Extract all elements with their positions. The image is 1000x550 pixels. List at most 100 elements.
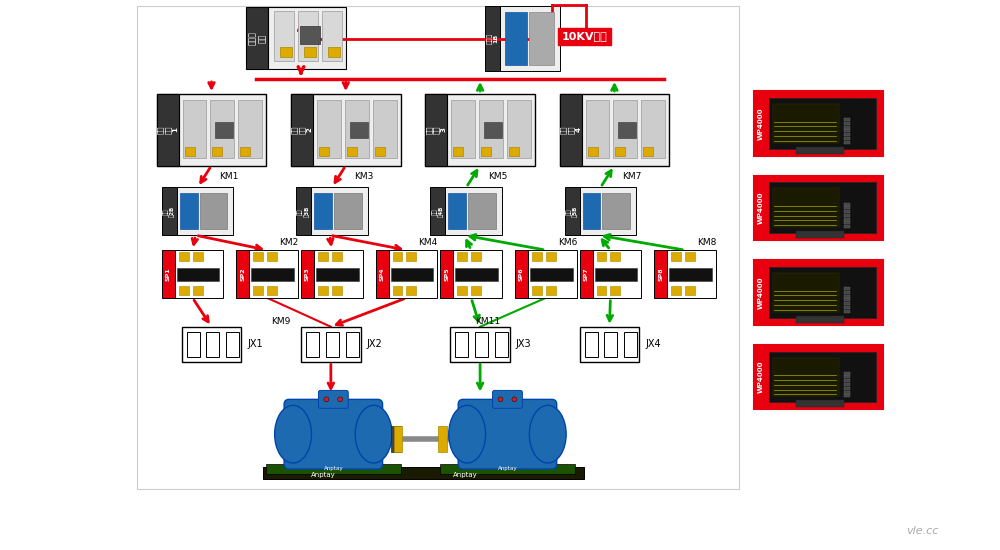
Text: JX1: JX1 (247, 339, 263, 349)
FancyBboxPatch shape (210, 100, 234, 158)
FancyBboxPatch shape (162, 250, 175, 298)
FancyBboxPatch shape (326, 332, 339, 356)
FancyBboxPatch shape (440, 464, 575, 474)
FancyBboxPatch shape (530, 268, 573, 281)
FancyBboxPatch shape (769, 351, 876, 403)
FancyBboxPatch shape (179, 252, 189, 261)
FancyBboxPatch shape (157, 94, 266, 166)
FancyBboxPatch shape (796, 400, 844, 408)
Text: KM2: KM2 (279, 238, 298, 247)
FancyBboxPatch shape (615, 147, 625, 156)
Circle shape (324, 397, 329, 402)
FancyBboxPatch shape (301, 250, 314, 298)
FancyBboxPatch shape (580, 188, 636, 235)
FancyBboxPatch shape (844, 376, 850, 378)
FancyBboxPatch shape (425, 94, 535, 166)
FancyBboxPatch shape (844, 129, 850, 133)
FancyBboxPatch shape (347, 147, 357, 156)
FancyBboxPatch shape (183, 100, 206, 158)
Text: 整流／
回馈: 整流／ 回馈 (248, 31, 267, 45)
FancyBboxPatch shape (458, 399, 557, 469)
Text: KM3: KM3 (354, 172, 373, 181)
FancyBboxPatch shape (769, 183, 876, 233)
FancyBboxPatch shape (509, 147, 519, 156)
FancyBboxPatch shape (485, 7, 500, 71)
Text: 数字
电源
2: 数字 电源 2 (291, 125, 313, 134)
FancyBboxPatch shape (685, 252, 695, 261)
FancyBboxPatch shape (583, 194, 600, 229)
Text: Anptay: Anptay (453, 472, 478, 478)
FancyBboxPatch shape (177, 268, 219, 281)
FancyBboxPatch shape (253, 286, 263, 295)
FancyBboxPatch shape (291, 94, 401, 166)
FancyBboxPatch shape (500, 7, 560, 71)
FancyBboxPatch shape (505, 12, 527, 65)
Text: 变压
器2B: 变压 器2B (163, 206, 175, 217)
FancyBboxPatch shape (532, 286, 542, 295)
Ellipse shape (449, 405, 486, 463)
FancyBboxPatch shape (226, 332, 239, 356)
FancyBboxPatch shape (773, 104, 839, 142)
FancyBboxPatch shape (180, 194, 198, 229)
FancyBboxPatch shape (425, 94, 447, 166)
FancyBboxPatch shape (455, 268, 498, 281)
FancyBboxPatch shape (468, 194, 496, 229)
FancyBboxPatch shape (529, 12, 554, 65)
Text: WP4000: WP4000 (758, 276, 764, 309)
FancyBboxPatch shape (175, 250, 223, 298)
Text: SP7: SP7 (584, 267, 589, 281)
Text: Anptay: Anptay (498, 465, 517, 470)
FancyBboxPatch shape (844, 218, 850, 221)
Text: 数字
电源
3: 数字 电源 3 (426, 125, 447, 134)
FancyBboxPatch shape (560, 94, 582, 166)
FancyBboxPatch shape (844, 383, 850, 386)
FancyBboxPatch shape (212, 147, 222, 156)
Circle shape (498, 397, 503, 402)
FancyBboxPatch shape (314, 194, 332, 229)
FancyBboxPatch shape (296, 188, 311, 235)
FancyBboxPatch shape (246, 7, 268, 69)
FancyBboxPatch shape (346, 332, 359, 356)
FancyBboxPatch shape (844, 299, 850, 301)
FancyBboxPatch shape (334, 194, 362, 229)
FancyBboxPatch shape (844, 379, 850, 382)
FancyBboxPatch shape (193, 252, 203, 261)
FancyBboxPatch shape (844, 118, 850, 121)
FancyBboxPatch shape (162, 188, 177, 235)
FancyBboxPatch shape (200, 194, 227, 229)
Text: KM7: KM7 (622, 172, 642, 181)
Text: KM11: KM11 (475, 317, 500, 326)
FancyBboxPatch shape (796, 316, 844, 323)
FancyBboxPatch shape (495, 332, 508, 356)
FancyBboxPatch shape (319, 147, 329, 156)
FancyBboxPatch shape (451, 100, 475, 158)
FancyBboxPatch shape (236, 250, 249, 298)
FancyBboxPatch shape (844, 226, 850, 228)
FancyBboxPatch shape (844, 222, 850, 224)
FancyBboxPatch shape (291, 94, 313, 166)
FancyBboxPatch shape (240, 147, 250, 156)
FancyBboxPatch shape (769, 98, 876, 148)
FancyBboxPatch shape (280, 47, 292, 57)
FancyBboxPatch shape (844, 206, 850, 210)
FancyBboxPatch shape (773, 358, 839, 397)
FancyBboxPatch shape (406, 252, 416, 261)
FancyBboxPatch shape (528, 250, 577, 298)
FancyBboxPatch shape (624, 332, 637, 356)
FancyBboxPatch shape (332, 286, 342, 295)
Text: Anptay: Anptay (311, 472, 335, 478)
FancyBboxPatch shape (475, 332, 488, 356)
FancyBboxPatch shape (604, 332, 617, 356)
FancyBboxPatch shape (193, 286, 203, 295)
FancyBboxPatch shape (391, 268, 433, 281)
FancyBboxPatch shape (593, 250, 641, 298)
Text: SP3: SP3 (305, 267, 310, 281)
FancyBboxPatch shape (844, 302, 850, 305)
FancyBboxPatch shape (253, 252, 263, 261)
FancyBboxPatch shape (618, 122, 636, 138)
Text: SP8: SP8 (658, 267, 663, 281)
FancyBboxPatch shape (445, 188, 502, 235)
FancyBboxPatch shape (597, 286, 606, 295)
FancyBboxPatch shape (844, 202, 850, 206)
FancyBboxPatch shape (597, 252, 606, 261)
